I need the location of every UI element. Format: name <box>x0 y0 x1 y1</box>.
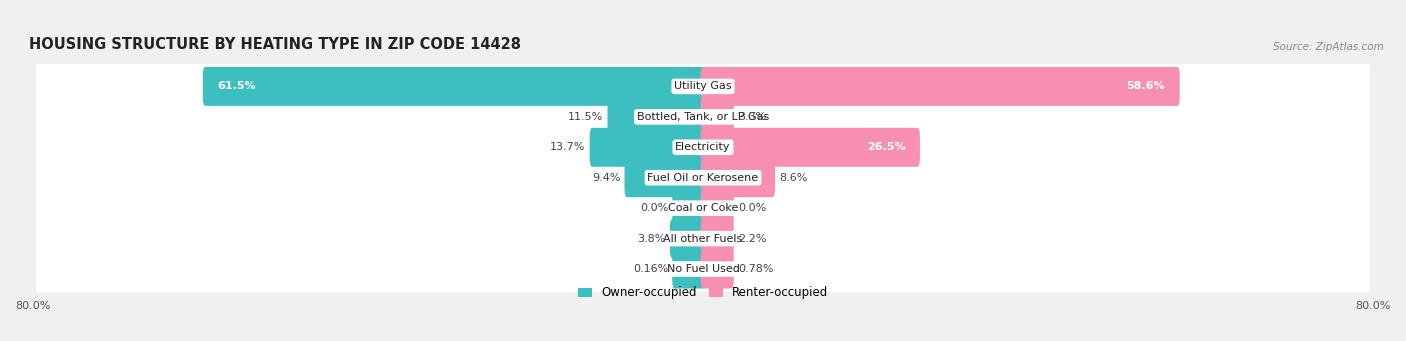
FancyBboxPatch shape <box>672 189 706 228</box>
Text: 0.0%: 0.0% <box>640 203 668 213</box>
Text: All other Fuels: All other Fuels <box>664 234 742 243</box>
FancyBboxPatch shape <box>672 250 706 288</box>
Text: 80.0%: 80.0% <box>15 301 51 311</box>
FancyBboxPatch shape <box>700 67 1180 106</box>
FancyBboxPatch shape <box>700 250 734 288</box>
Text: 0.78%: 0.78% <box>738 264 773 274</box>
FancyBboxPatch shape <box>607 98 706 136</box>
FancyBboxPatch shape <box>37 151 1369 205</box>
Text: 13.7%: 13.7% <box>550 142 586 152</box>
Text: 9.4%: 9.4% <box>592 173 620 183</box>
Text: 0.0%: 0.0% <box>738 203 766 213</box>
FancyBboxPatch shape <box>589 128 706 167</box>
FancyBboxPatch shape <box>37 212 1369 265</box>
FancyBboxPatch shape <box>700 158 775 197</box>
Text: 8.6%: 8.6% <box>779 173 807 183</box>
Text: 80.0%: 80.0% <box>1355 301 1391 311</box>
FancyBboxPatch shape <box>37 90 1369 144</box>
FancyBboxPatch shape <box>700 189 734 228</box>
Text: 11.5%: 11.5% <box>568 112 603 122</box>
FancyBboxPatch shape <box>700 219 734 258</box>
FancyBboxPatch shape <box>202 67 706 106</box>
Legend: Owner-occupied, Renter-occupied: Owner-occupied, Renter-occupied <box>572 282 834 304</box>
Text: 26.5%: 26.5% <box>866 142 905 152</box>
Text: HOUSING STRUCTURE BY HEATING TYPE IN ZIP CODE 14428: HOUSING STRUCTURE BY HEATING TYPE IN ZIP… <box>28 37 520 52</box>
FancyBboxPatch shape <box>37 242 1369 296</box>
Text: 0.16%: 0.16% <box>633 264 668 274</box>
FancyBboxPatch shape <box>700 98 734 136</box>
FancyBboxPatch shape <box>37 60 1369 113</box>
Text: Fuel Oil or Kerosene: Fuel Oil or Kerosene <box>647 173 759 183</box>
FancyBboxPatch shape <box>624 158 706 197</box>
FancyBboxPatch shape <box>700 128 920 167</box>
Text: 3.3%: 3.3% <box>738 112 766 122</box>
FancyBboxPatch shape <box>669 219 706 258</box>
Text: Coal or Coke: Coal or Coke <box>668 203 738 213</box>
Text: Bottled, Tank, or LP Gas: Bottled, Tank, or LP Gas <box>637 112 769 122</box>
FancyBboxPatch shape <box>37 120 1369 174</box>
Text: Source: ZipAtlas.com: Source: ZipAtlas.com <box>1274 42 1384 52</box>
Text: 3.8%: 3.8% <box>637 234 666 243</box>
Text: 61.5%: 61.5% <box>218 81 256 91</box>
Text: 58.6%: 58.6% <box>1126 81 1166 91</box>
Text: No Fuel Used: No Fuel Used <box>666 264 740 274</box>
Text: Electricity: Electricity <box>675 142 731 152</box>
Text: Utility Gas: Utility Gas <box>675 81 731 91</box>
Text: 2.2%: 2.2% <box>738 234 766 243</box>
FancyBboxPatch shape <box>37 181 1369 235</box>
